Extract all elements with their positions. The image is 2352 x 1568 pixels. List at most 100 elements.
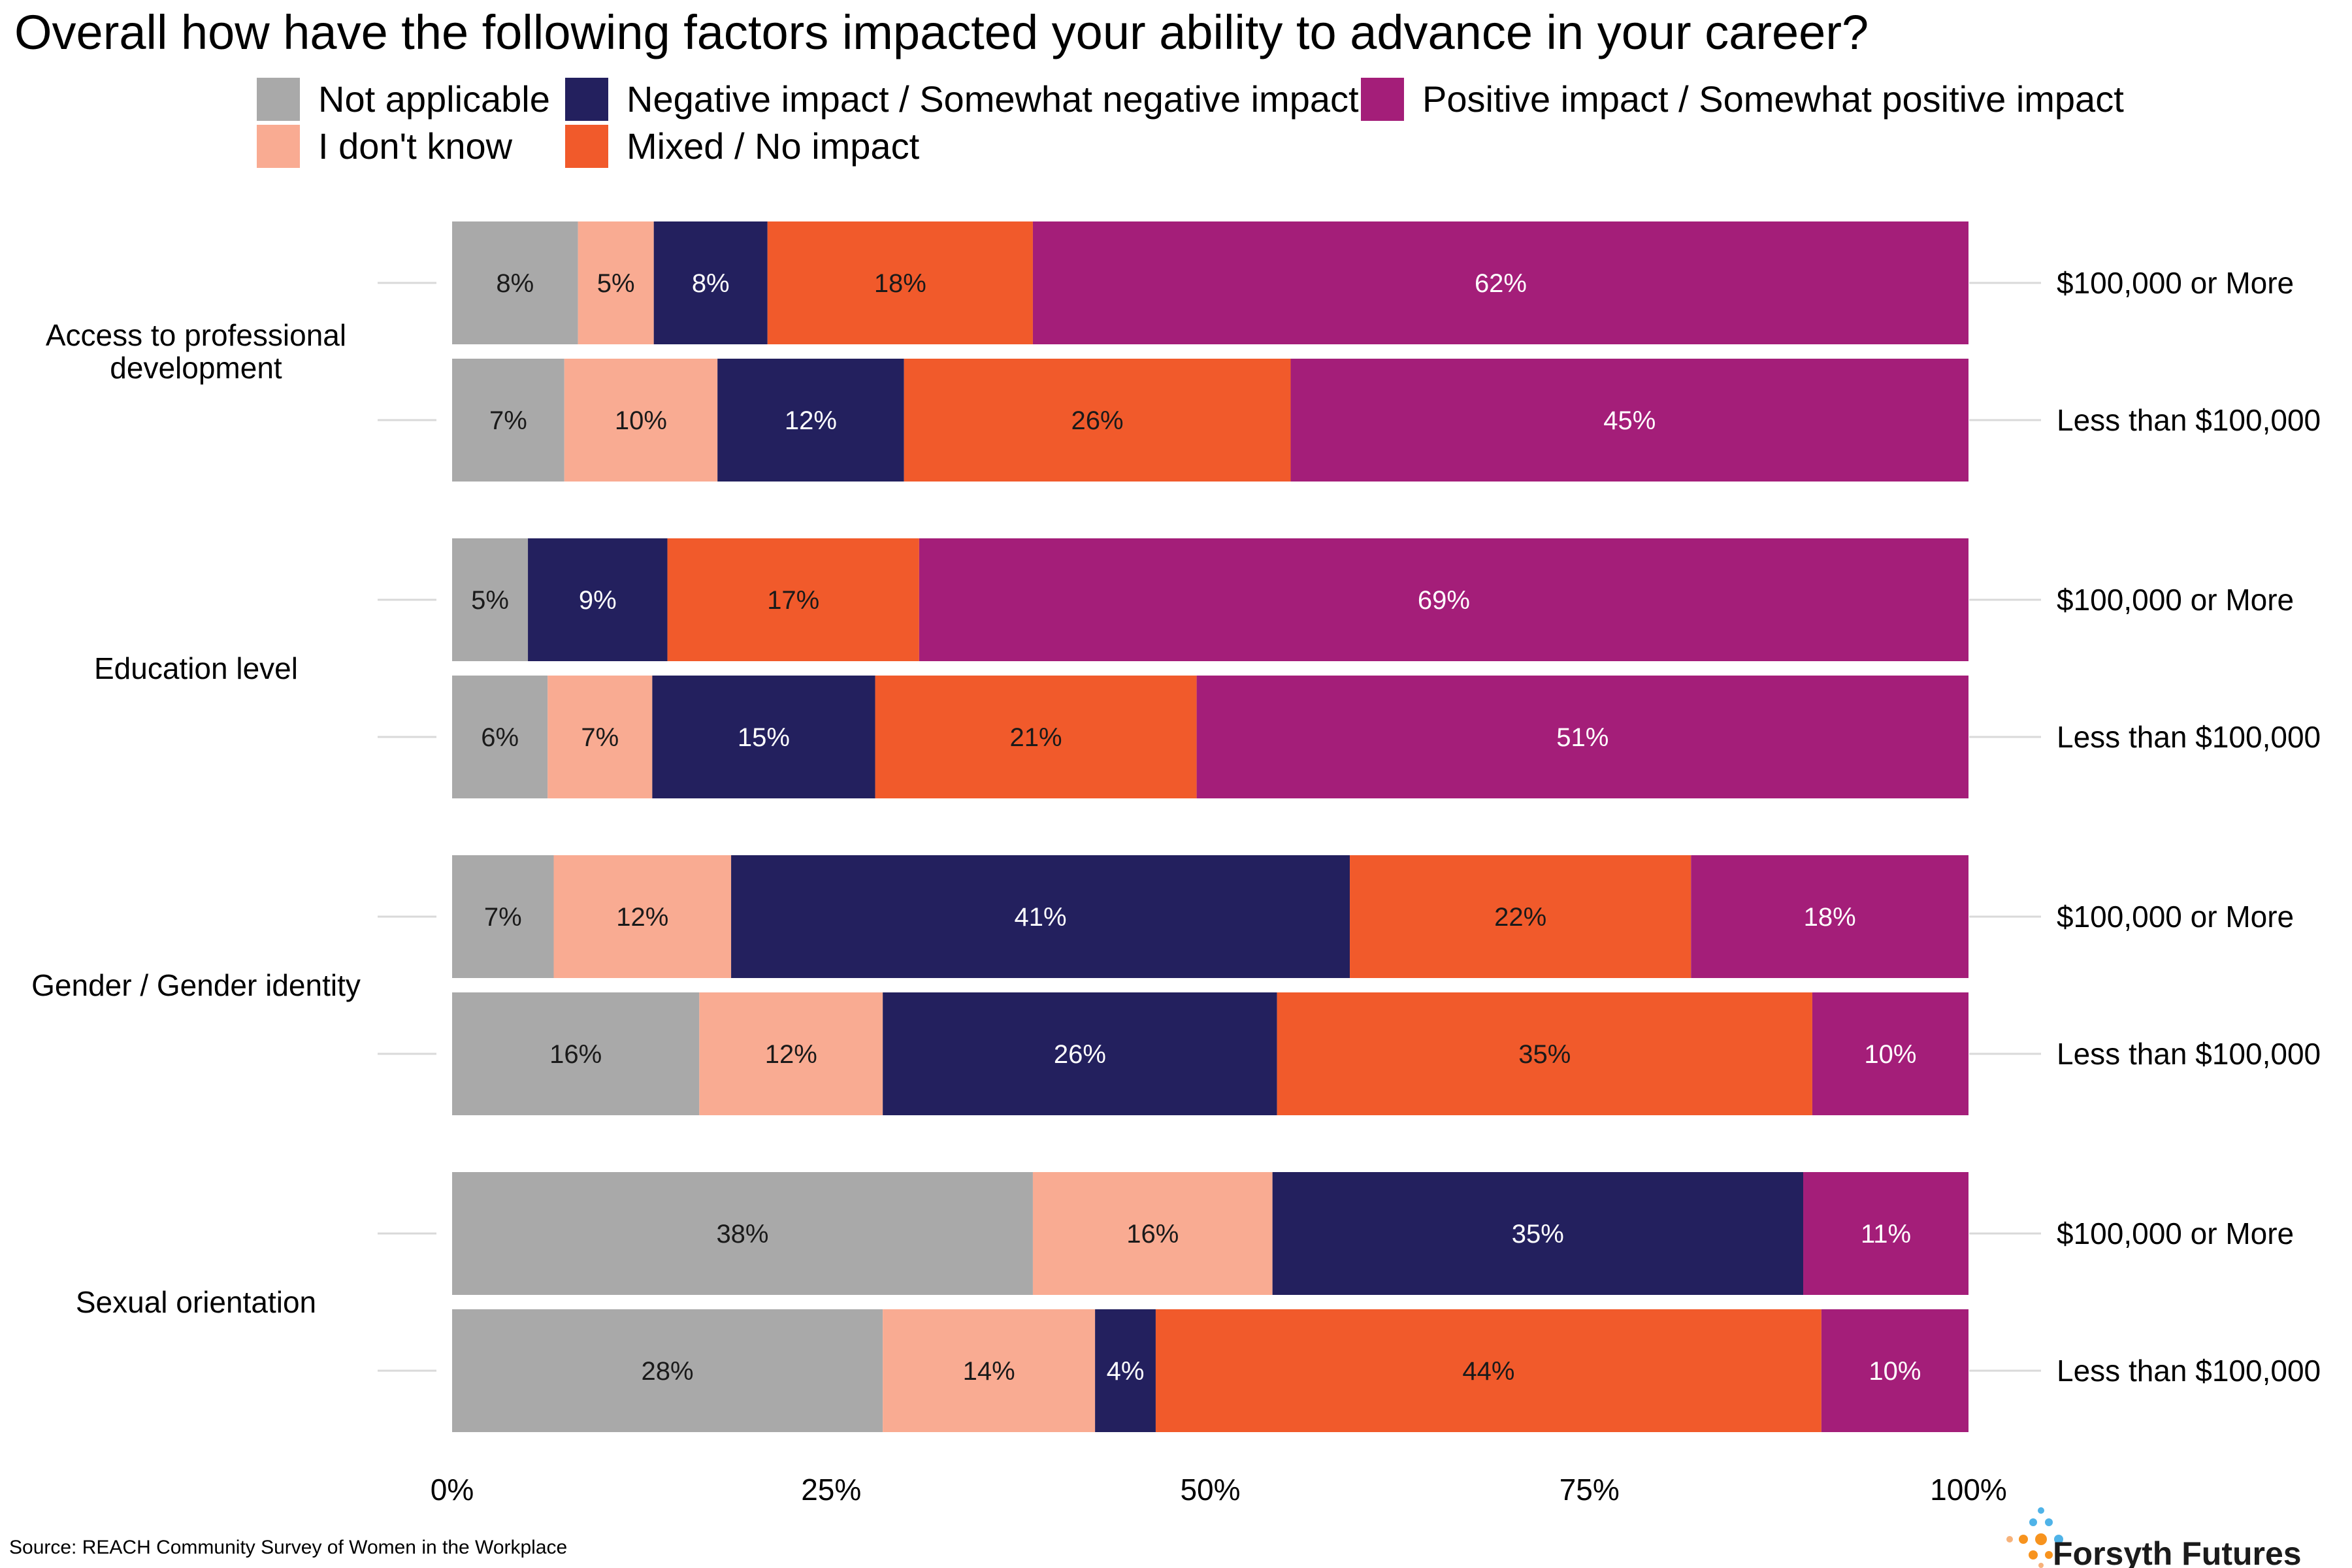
legend-swatch <box>257 78 300 121</box>
data-label: 16% <box>549 1040 602 1069</box>
bar-segment <box>1277 992 1812 1115</box>
factor-label: Gender / Gender identity <box>31 968 361 1002</box>
data-label: 62% <box>1475 269 1527 298</box>
bar-segment <box>1350 855 1691 978</box>
bar-segment <box>699 992 883 1115</box>
bar-segment <box>1821 1309 1968 1432</box>
data-label: 7% <box>484 903 522 932</box>
group-label: Less than $100,000 <box>2057 720 2321 754</box>
bar-segment <box>1691 855 1968 978</box>
data-label: 44% <box>1462 1357 1514 1386</box>
data-label: 11% <box>1861 1220 1911 1249</box>
chart-title: Overall how have the following factors i… <box>14 5 1869 59</box>
bar-segment <box>653 221 768 344</box>
group-label: Less than $100,000 <box>2057 1354 2321 1388</box>
data-label: 22% <box>1494 903 1546 932</box>
x-tick-label: 25% <box>801 1473 861 1507</box>
data-label: 12% <box>765 1040 817 1069</box>
brand-dot <box>2019 1535 2028 1544</box>
factor-label: Sexual orientation <box>76 1285 316 1319</box>
legend-swatch <box>257 125 300 168</box>
data-label: 7% <box>581 723 619 752</box>
bar-segment <box>1272 1172 1804 1295</box>
group-label: $100,000 or More <box>2057 583 2294 617</box>
brand-dot <box>2045 1518 2053 1526</box>
brand-dot <box>2035 1533 2047 1545</box>
legend-swatch <box>565 78 608 121</box>
data-label: 35% <box>1512 1220 1564 1249</box>
bar-segment <box>452 992 700 1115</box>
data-label: 15% <box>738 723 790 752</box>
data-label: 5% <box>471 586 509 615</box>
brand-dot <box>2029 1518 2037 1526</box>
bar-segment <box>652 676 875 798</box>
bar-segment <box>875 676 1197 798</box>
bar-segment <box>1290 359 1968 482</box>
bar-segment <box>919 538 1968 661</box>
data-label: 26% <box>1054 1040 1106 1069</box>
legend-swatch <box>565 125 608 168</box>
data-label: 35% <box>1518 1040 1571 1069</box>
data-label: 17% <box>767 586 819 615</box>
factor-label: development <box>110 351 282 385</box>
data-label: 7% <box>489 406 527 435</box>
brand-dots-icon <box>2006 1507 2063 1568</box>
group-label: Less than $100,000 <box>2057 1037 2321 1071</box>
data-label: 12% <box>616 903 668 932</box>
bar-segment <box>1155 1309 1821 1432</box>
bar-segment <box>731 855 1350 978</box>
legend-label: Positive impact / Somewhat positive impa… <box>1422 78 2124 120</box>
data-label: 4% <box>1107 1357 1145 1386</box>
bar-segment <box>553 855 732 978</box>
data-label: 45% <box>1603 406 1656 435</box>
bar-segment <box>1095 1309 1156 1432</box>
legend-swatch <box>1361 78 1404 121</box>
factor-label: Education level <box>94 651 298 685</box>
bar-segment <box>717 359 904 482</box>
brand-name: Forsyth Futures <box>2053 1535 2302 1568</box>
source-note: Source: REACH Community Survey of Women … <box>9 1537 567 1558</box>
data-label: 18% <box>1804 903 1856 932</box>
bar-segment <box>578 221 654 344</box>
brand-dot <box>2038 1563 2044 1568</box>
bar-segment <box>528 538 668 661</box>
bar-segment <box>883 992 1277 1115</box>
legend-label: Not applicable <box>318 78 550 120</box>
bar-segment <box>904 359 1291 482</box>
bar-segment <box>1812 992 1968 1115</box>
bar-segment <box>1196 676 1968 798</box>
data-label: 14% <box>963 1357 1015 1386</box>
x-tick-label: 100% <box>1930 1473 2007 1507</box>
data-label: 8% <box>692 269 730 298</box>
bar-segment <box>564 359 718 482</box>
bar-segment <box>1032 221 1968 344</box>
legend-label: Negative impact / Somewhat negative impa… <box>627 78 1359 120</box>
data-label: 8% <box>496 269 534 298</box>
bar-segment <box>452 676 548 798</box>
bar-segment <box>1032 1172 1273 1295</box>
bar-segment <box>452 359 564 482</box>
bar-segment <box>452 855 554 978</box>
data-label: 28% <box>642 1357 694 1386</box>
brand-dot <box>2054 1535 2063 1544</box>
bar-segment <box>452 538 529 661</box>
bar-segment <box>667 538 919 661</box>
data-label: 10% <box>1869 1357 1921 1386</box>
data-label: 10% <box>615 406 667 435</box>
group-label: $100,000 or More <box>2057 266 2294 300</box>
group-label: Less than $100,000 <box>2057 403 2321 437</box>
data-label: 38% <box>716 1220 768 1249</box>
legend: Not applicable Negative impact / Somewhat… <box>257 78 2124 168</box>
brand-logo: Forsyth Futures <box>2006 1507 2302 1568</box>
brand-dot <box>2045 1551 2053 1559</box>
bar-segment <box>452 1309 883 1432</box>
bar-segment <box>452 221 578 344</box>
data-label: 26% <box>1071 406 1124 435</box>
data-label: 69% <box>1418 586 1470 615</box>
data-label: 18% <box>874 269 926 298</box>
data-label: 10% <box>1864 1040 1916 1069</box>
brand-dot <box>2029 1550 2038 1560</box>
group-label: $100,000 or More <box>2057 1217 2294 1250</box>
data-label: 5% <box>597 269 635 298</box>
